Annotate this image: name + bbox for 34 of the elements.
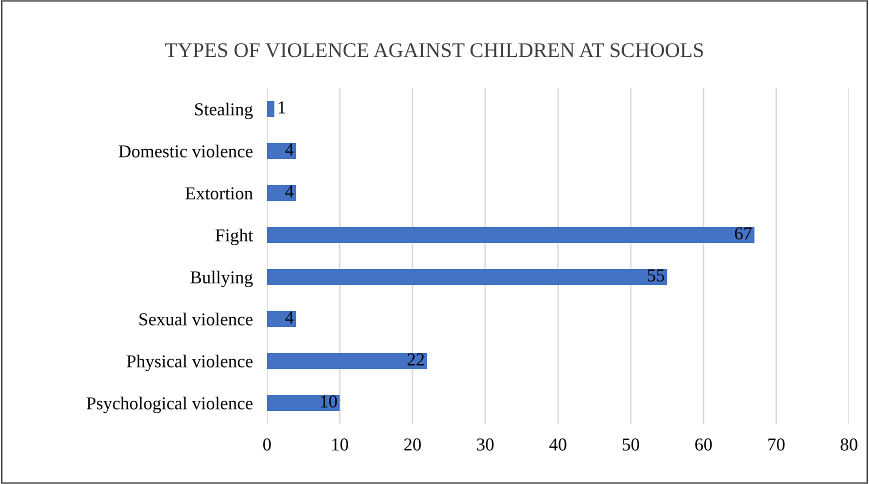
bar — [267, 185, 296, 201]
chart-title: TYPES OF VIOLENCE AGAINST CHILDREN AT SCHOOLS — [165, 43, 703, 58]
x-tick-label: 80 — [840, 438, 858, 451]
x-tick-label: 10 — [332, 438, 348, 451]
y-tick-label: Domestic violence — [118, 144, 252, 158]
bar — [267, 269, 668, 285]
y-tick-label: Physical violence — [126, 354, 252, 372]
x-tick-label: 30 — [477, 438, 494, 451]
x-tick-label: 20 — [404, 438, 421, 451]
bar — [267, 395, 340, 411]
y-tick-label: Stealing — [195, 102, 253, 120]
data-label: 55 — [648, 270, 664, 282]
bar — [267, 101, 274, 117]
data-label: 4 — [285, 311, 294, 324]
data-label: 67 — [734, 227, 752, 240]
x-tick-label: 60 — [695, 438, 712, 451]
data-label: 10 — [321, 395, 337, 408]
x-tick-label: 0 — [263, 438, 271, 451]
data-label: 4 — [285, 185, 294, 198]
data-label: 22 — [408, 353, 424, 366]
x-tick-label: 70 — [768, 438, 785, 451]
y-tick-label: Bullying — [190, 270, 253, 288]
y-tick-label: Sexual violence — [140, 312, 252, 326]
bar — [267, 143, 296, 159]
y-tick-label: Psychological violence — [86, 396, 252, 414]
x-tick-label: 50 — [622, 438, 640, 451]
y-tick-label: Fight — [216, 228, 254, 246]
x-tick-label: 40 — [549, 438, 566, 451]
y-tick-label: Extortion — [185, 187, 253, 200]
bar — [267, 311, 296, 327]
data-label: 4 — [285, 143, 294, 156]
bar — [267, 353, 428, 369]
bar — [267, 227, 754, 243]
data-label: 1 — [278, 101, 286, 114]
